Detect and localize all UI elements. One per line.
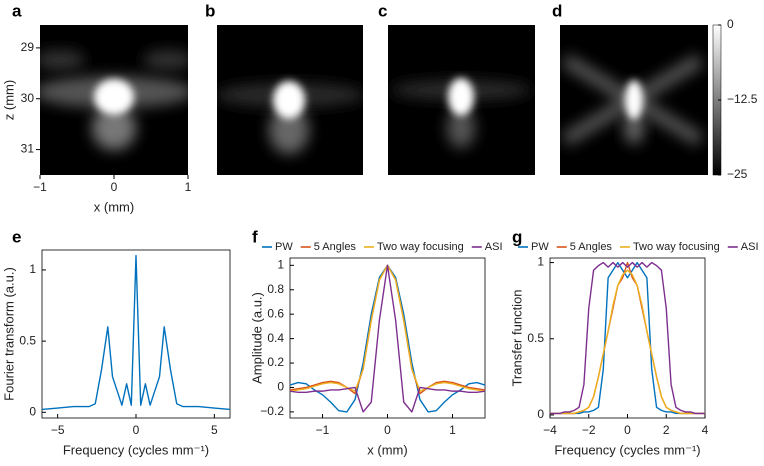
x-tick-label: −5 — [51, 423, 65, 437]
x-tick-label: 0 — [384, 423, 391, 437]
y-tick-label: 0.6 — [267, 306, 284, 320]
y-axis-label: z (mm) — [1, 80, 16, 120]
x-axis-label: Frequency (cycles mm⁻¹) — [554, 442, 700, 457]
legend-label: PW — [531, 241, 549, 253]
y-tick-label: 31 — [21, 142, 35, 156]
x-tick-label: 1 — [185, 180, 192, 194]
series-line — [289, 264, 486, 413]
series-line — [550, 261, 705, 415]
x-axis-label: x (mm) — [367, 442, 407, 457]
y-tick-label: 0 — [29, 404, 36, 418]
series-line — [550, 269, 705, 415]
plot-frame — [549, 257, 706, 419]
image-a — [40, 25, 188, 175]
plot-frame — [289, 257, 486, 419]
panel-letter: d — [552, 1, 562, 20]
panel-letter: a — [12, 1, 22, 20]
legend-label: 5 Angles — [314, 241, 357, 253]
series-line — [550, 261, 705, 415]
legend-label: PW — [275, 241, 293, 253]
legend-label: 5 Angles — [570, 241, 613, 253]
x-tick-label: 2 — [663, 423, 670, 437]
legend-label: ASI — [485, 241, 503, 253]
y-tick-label: −25 — [727, 167, 748, 181]
y-tick-label: 0.5 — [527, 331, 544, 345]
panel-letter: g — [512, 227, 522, 246]
x-tick-label: 0 — [111, 180, 118, 194]
x-tick-label: −2 — [582, 423, 596, 437]
y-tick-label: 0 — [277, 380, 284, 394]
y-axis-label: Transfer function — [509, 289, 524, 386]
panel-letter: b — [205, 1, 215, 20]
x-tick-label: 0 — [133, 423, 140, 437]
y-tick-label: 1 — [277, 258, 284, 272]
image-d — [560, 25, 708, 175]
series-line — [289, 264, 486, 395]
legend-label: ASI — [741, 241, 759, 253]
y-axis-label: Fourier transform (a.u.) — [1, 267, 16, 401]
y-tick-label: 0.4 — [267, 331, 284, 345]
panel-letter: f — [252, 227, 258, 246]
y-tick-label: 29 — [21, 40, 35, 54]
x-tick-label: 4 — [702, 423, 709, 437]
y-tick-label: 0.2 — [267, 355, 284, 369]
x-tick-label: −4 — [543, 423, 557, 437]
y-tick-label: 0 — [537, 407, 544, 421]
legend-label: Two way focusing — [633, 241, 720, 253]
y-tick-label: 30 — [21, 91, 35, 105]
x-tick-label: 1 — [449, 423, 456, 437]
series-line — [289, 264, 486, 413]
y-tick-label: 1 — [537, 255, 544, 269]
y-tick-label: 1 — [29, 262, 36, 276]
image-c — [388, 25, 535, 175]
series-line — [550, 261, 705, 415]
legend-label: Two way focusing — [377, 241, 464, 253]
x-tick-label: −1 — [33, 180, 47, 194]
y-axis-label: Amplitude (a.u.) — [249, 292, 264, 384]
x-tick-label: 5 — [211, 423, 218, 437]
x-tick-label: 0 — [624, 423, 631, 437]
x-axis-label: Frequency (cycles mm⁻¹) — [63, 442, 209, 457]
x-axis-label: x (mm) — [94, 199, 134, 214]
panel-letter: c — [378, 1, 387, 20]
y-tick-label: 0.5 — [19, 333, 36, 347]
series-line — [289, 264, 486, 392]
image-b — [217, 25, 363, 175]
y-tick-label: −12.5 — [727, 92, 758, 106]
y-tick-label: 0.8 — [267, 282, 284, 296]
x-tick-label: −1 — [316, 423, 330, 437]
panel-letter: e — [12, 227, 21, 246]
y-tick-label: 0 — [727, 17, 734, 31]
data-line — [41, 254, 231, 411]
y-tick-label: −0.2 — [260, 404, 284, 418]
